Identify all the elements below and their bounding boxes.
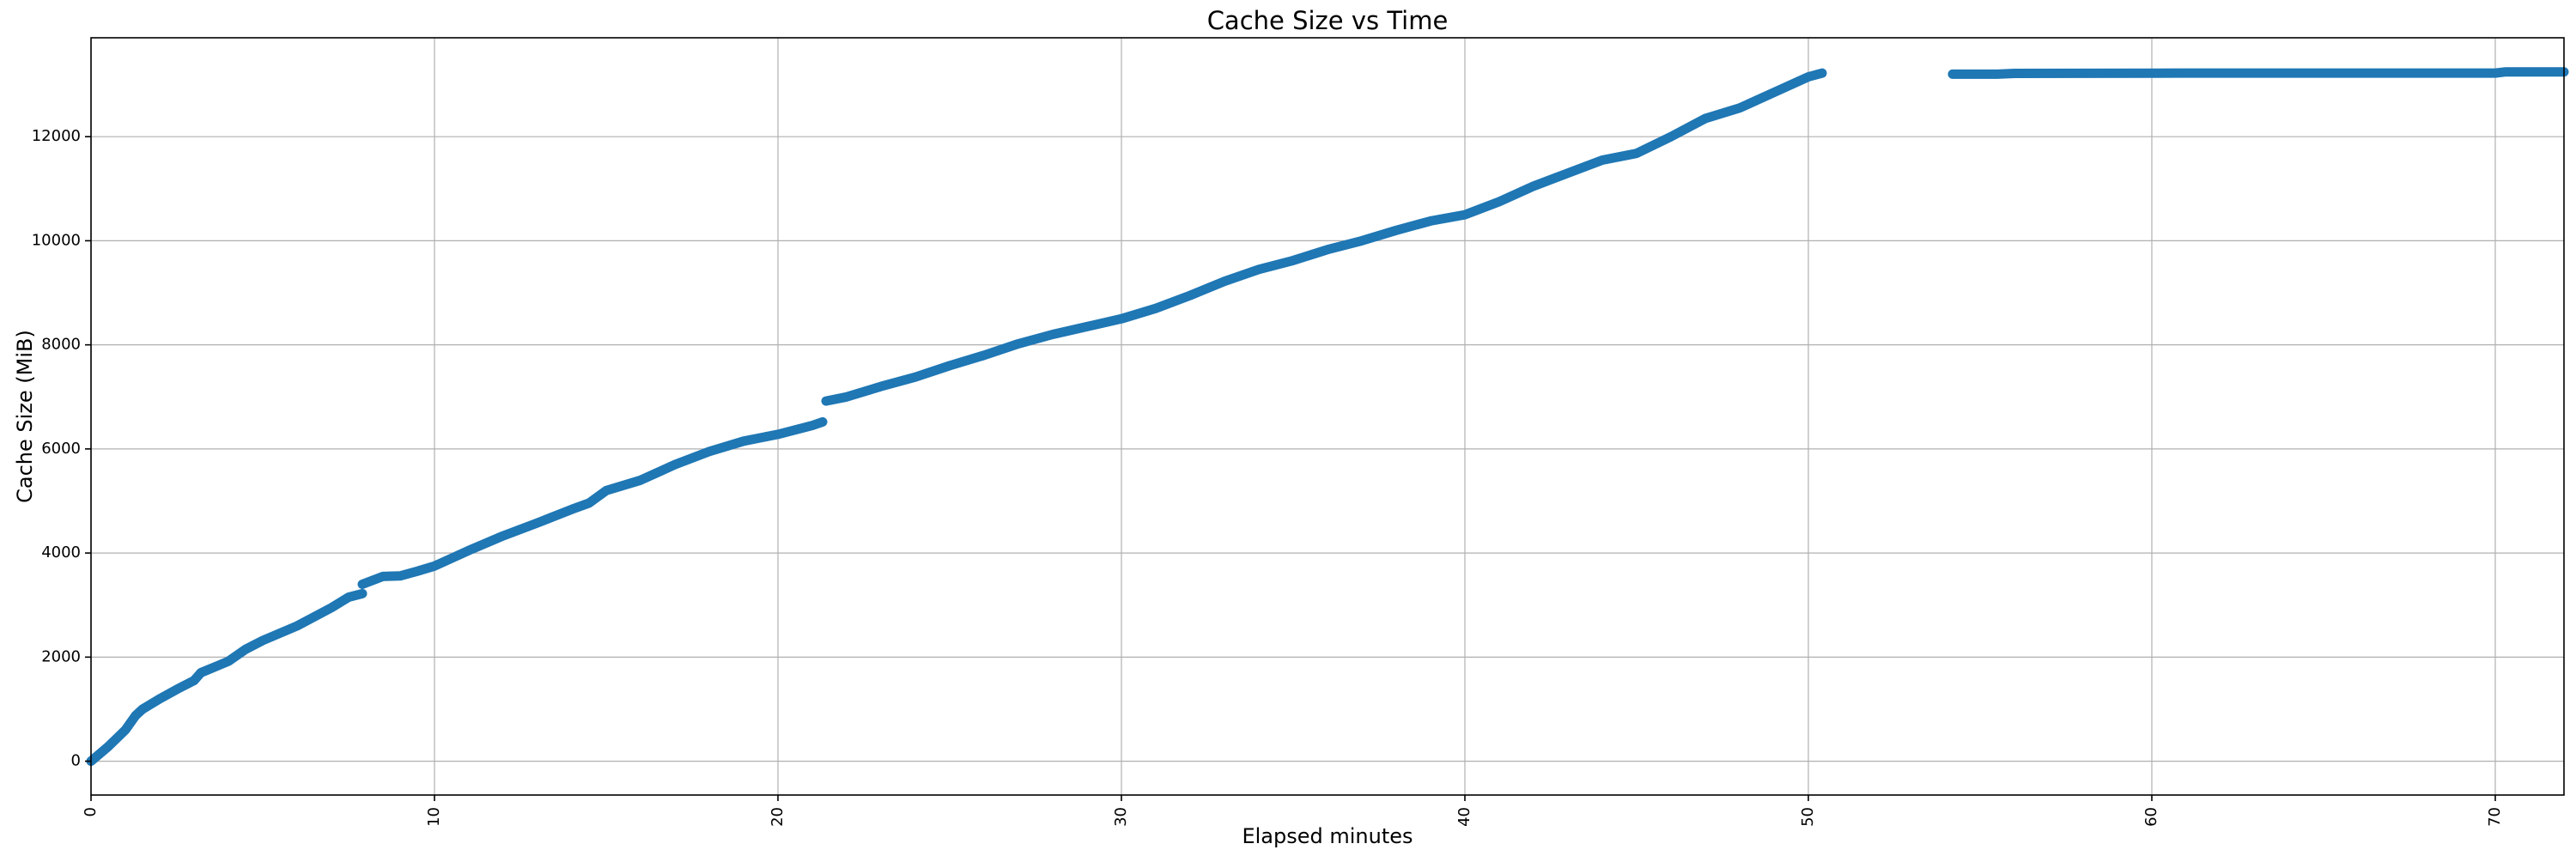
x-tick-label: 10 (425, 807, 443, 827)
y-tick-label: 8000 (41, 336, 81, 354)
plot-frame (90, 37, 2565, 796)
y-axis-title: Cache Size (MiB) (13, 330, 37, 503)
y-tick-label: 12000 (32, 127, 81, 145)
x-tick-label: 70 (2486, 807, 2504, 827)
y-tick-label: 10000 (32, 231, 81, 249)
x-tick-label: 40 (1455, 807, 1473, 827)
grid-lines (90, 38, 2564, 795)
series-line-segment (86, 588, 368, 767)
x-axis-title: Elapsed minutes (1242, 824, 1413, 848)
series-line-segment (821, 68, 1827, 406)
series-layer (86, 67, 2569, 767)
series-line-segment (357, 416, 828, 589)
y-tick-label: 2000 (41, 647, 81, 665)
chart-title: Cache Size vs Time (1207, 6, 1449, 35)
axis-ticks: 0 10 20 30 40 50 60 70 0 2000 4000 6000 8000 10000 120… (32, 127, 2504, 827)
x-tick-label: 0 (82, 807, 100, 816)
x-tick-label: 50 (1799, 807, 1817, 827)
y-tick-label: 6000 (41, 440, 81, 458)
y-tick-label: 4000 (41, 543, 81, 562)
x-tick-label: 20 (769, 807, 787, 827)
x-tick-label: 30 (1112, 807, 1130, 827)
x-tick-label: 60 (2142, 807, 2160, 827)
series-line-segment (1947, 67, 2569, 79)
y-tick-label: 0 (71, 752, 81, 770)
